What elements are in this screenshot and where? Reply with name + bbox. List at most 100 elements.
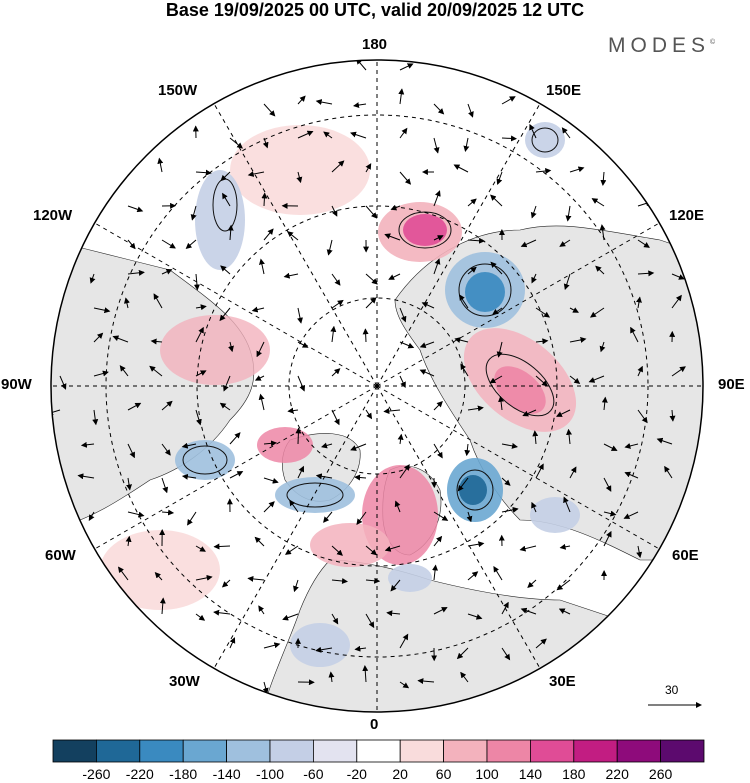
wind-vector xyxy=(433,443,443,459)
wind-vector xyxy=(354,474,367,481)
wind-vector xyxy=(624,442,639,449)
wind-vector xyxy=(296,171,303,184)
meridian-line xyxy=(376,220,664,387)
brand-logo: MODES© xyxy=(608,34,715,58)
wind-vector xyxy=(457,477,469,492)
wind-vector xyxy=(530,205,537,219)
wind-vector xyxy=(599,341,606,353)
wind-vector xyxy=(161,400,173,411)
wind-vector xyxy=(520,239,537,248)
wind-vector xyxy=(127,269,145,276)
wind-vector xyxy=(181,473,197,480)
wind-vector xyxy=(161,477,169,494)
wind-vector xyxy=(569,166,585,173)
wind-vector xyxy=(399,63,414,71)
wind-vector xyxy=(559,239,571,247)
wind-vector xyxy=(219,307,231,322)
wind-vector xyxy=(365,163,372,173)
wind-vector xyxy=(284,545,299,555)
wind-vector xyxy=(287,231,299,241)
wind-vector xyxy=(467,266,477,275)
wind-vector xyxy=(259,258,265,275)
anomaly-positive xyxy=(257,427,313,463)
lon-label-120w: 120W xyxy=(33,207,73,224)
wind-vector xyxy=(531,501,537,513)
colorbar-tick: -180 xyxy=(169,766,198,782)
wind-vector xyxy=(569,375,581,385)
wind-vector xyxy=(467,103,474,118)
wind-vector xyxy=(637,365,643,377)
wind-vector xyxy=(433,607,448,615)
wind-vector xyxy=(636,545,643,559)
wind-vector xyxy=(127,205,144,213)
meridian-line xyxy=(90,385,378,552)
wind-vector xyxy=(535,307,551,318)
wind-vector xyxy=(323,131,333,139)
wind-vector xyxy=(595,265,605,275)
wind-vector xyxy=(315,646,333,653)
wind-vector xyxy=(59,375,67,390)
meridian-line xyxy=(376,385,664,552)
wind-vector xyxy=(213,543,231,550)
wind-vector xyxy=(195,304,207,311)
wind-vector xyxy=(297,465,305,479)
chart-title: Base 19/09/2025 00 UTC, valid 20/09/2025… xyxy=(165,0,585,20)
lon-label-30w: 30W xyxy=(169,673,200,690)
wind-vector xyxy=(493,565,503,581)
wind-vector xyxy=(297,341,309,348)
wind-vector xyxy=(501,647,511,661)
colorbar-tick: 140 xyxy=(518,766,543,782)
wind-vector xyxy=(569,466,577,479)
wind-vector xyxy=(603,477,612,492)
wind-vector xyxy=(637,270,655,277)
wind-vector xyxy=(195,370,207,377)
contour-line xyxy=(182,445,228,475)
wind-vector xyxy=(365,273,378,285)
colorbar-tick: 180 xyxy=(562,766,586,782)
contour-line xyxy=(531,127,559,153)
wind-vector xyxy=(354,645,367,652)
wind-vector xyxy=(589,307,605,318)
anomaly-negative xyxy=(465,272,505,312)
wind-vector xyxy=(398,88,405,105)
wind-vector xyxy=(89,273,96,284)
wind-vector xyxy=(125,535,132,547)
wind-vector xyxy=(456,647,469,660)
colorbar-tick: -140 xyxy=(212,766,241,782)
wind-vector xyxy=(323,511,333,523)
reference-vector-label: 30 xyxy=(665,683,679,697)
lon-label-60w: 60W xyxy=(45,547,76,564)
wind-vector xyxy=(289,499,299,513)
wind-vector xyxy=(603,530,612,547)
anomaly-positive xyxy=(160,315,270,385)
wind-vector xyxy=(330,325,337,343)
wind-vector xyxy=(467,237,485,244)
wind-vector xyxy=(193,273,200,291)
wind-vector xyxy=(247,575,265,582)
wind-vector xyxy=(365,297,377,309)
wind-vector xyxy=(297,95,306,105)
wind-vector xyxy=(463,137,470,152)
wind-vector xyxy=(365,545,378,556)
wind-vector xyxy=(126,477,132,491)
wind-vector xyxy=(229,471,244,479)
wind-vector xyxy=(535,375,548,387)
wind-vector xyxy=(331,273,341,286)
wind-vector xyxy=(92,409,99,426)
colorbar-tick: -220 xyxy=(125,766,154,782)
wind-vector xyxy=(454,337,469,344)
wind-vector xyxy=(388,273,401,280)
wind-vector xyxy=(529,123,537,139)
wind-vector xyxy=(559,543,571,550)
wind-vector xyxy=(153,293,163,309)
wind-vector xyxy=(229,137,243,149)
wind-vector xyxy=(532,430,539,445)
wind-vector xyxy=(390,579,401,592)
wind-vector xyxy=(262,681,269,695)
wind-vector xyxy=(328,671,335,683)
wind-vector xyxy=(195,169,212,176)
anomaly-negative xyxy=(530,497,580,533)
lon-label-0: 0 xyxy=(370,716,379,733)
wind-vector xyxy=(433,137,440,154)
